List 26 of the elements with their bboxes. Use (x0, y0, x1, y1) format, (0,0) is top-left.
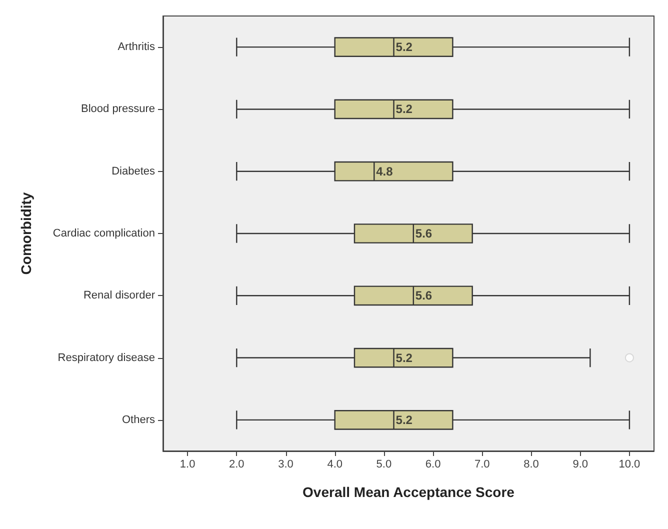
x-tick-label: 5.0 (376, 458, 392, 470)
x-axis-title: Overall Mean Acceptance Score (302, 484, 515, 500)
text: 5.2 (396, 102, 412, 116)
y-tick-label: Diabetes (112, 165, 156, 178)
x-tick-label: 7.0 (474, 458, 490, 470)
y-tick-label: Cardiac complication (52, 228, 155, 240)
x-tick-label: 2.0 (229, 458, 244, 470)
text: 5.2 (396, 350, 412, 365)
y-tick-label: Blood pressure (81, 103, 155, 116)
text: 5.6 (415, 226, 432, 240)
text: 5.2 (396, 40, 412, 54)
x-tick-label: 1.0 (180, 458, 196, 470)
x-tick-label: 8.0 (524, 458, 539, 470)
y-tick-label: Arthritis (118, 41, 156, 54)
x-tick-label: 4.0 (327, 458, 342, 470)
x-tick-label: 9.0 (572, 458, 588, 470)
text: 5.6 (415, 288, 432, 303)
x-tick-label: 10.0 (618, 458, 640, 470)
y-axis-title: Comorbidity (18, 192, 34, 275)
x-tick-label: 3.0 (278, 458, 294, 470)
x-tick-label: 6.0 (425, 458, 441, 470)
text: 5.2 (396, 412, 412, 427)
text: 4.8 (376, 164, 393, 178)
y-tick-label: Respiratory disease (58, 352, 155, 364)
y-tick-label: Others (122, 414, 156, 426)
y-tick-label: Renal disorder (83, 290, 156, 302)
